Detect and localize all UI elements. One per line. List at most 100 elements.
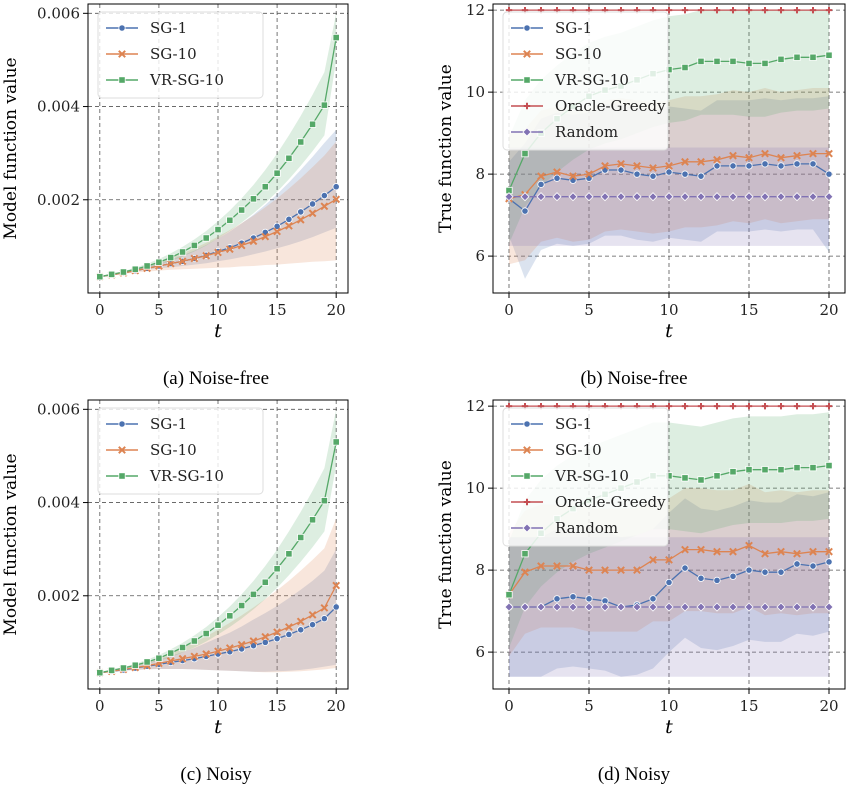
data-point-sg-10 [285,623,293,631]
legend-label-sg-1: SG-1 [555,415,592,433]
x-tick-label: 20 [819,697,838,715]
legend-marker-vr-sg-10 [118,472,126,480]
data-point-sg-10 [745,541,753,550]
data-point-sg-1 [521,207,529,215]
legend-marker-sg-1 [523,420,531,428]
data-point-oracle-greedy [681,6,689,14]
data-point-oracle-greedy [777,402,785,410]
data-point-vr-sg-10 [190,637,198,645]
data-point-sg-1 [553,174,561,182]
x-tick-label: 20 [327,697,346,715]
legend-box [502,407,669,547]
data-point-sg-10 [809,547,817,556]
legend-label-random: Random [555,123,618,141]
data-point-random [712,192,722,202]
data-point-sg-10 [553,562,561,570]
legend-marker-sg-10 [523,446,531,454]
data-point-sg-1 [537,180,545,188]
data-point-random [760,602,770,612]
x-tick-label: 20 [327,301,346,319]
legend-marker-random [522,523,532,533]
data-point-sg-10 [601,162,609,170]
y-tick-label: 6 [475,643,485,661]
data-point-vr-sg-10 [285,550,293,558]
data-point-sg-1 [761,160,769,168]
data-point-random [552,602,562,612]
x-tick-label: 0 [504,301,514,319]
data-point-vr-sg-10 [167,649,175,657]
data-point-sg-1 [697,574,705,582]
data-point-oracle-greedy [745,6,753,14]
data-point-random [696,192,706,202]
data-point-random [648,192,658,202]
legend-label-vr-sg-10: VR-SG-10 [554,467,629,485]
data-point-sg-10 [713,547,721,556]
y-axis-label: True function value [436,460,456,629]
data-point-sg-10 [681,157,689,166]
data-point-sg-10 [190,254,199,263]
x-tick-label: 20 [819,301,838,319]
data-point-sg-10 [761,549,769,558]
data-point-vr-sg-10 [96,273,104,281]
data-point-vr-sg-10 [202,234,210,242]
data-point-sg-10 [729,547,737,556]
x-tick-label: 0 [95,697,105,715]
y-axis-label: Model function value [1,453,21,635]
data-point-vr-sg-10 [108,666,116,674]
data-point-sg-10 [761,149,769,158]
data-point-sg-10 [601,566,609,575]
y-tick-label: 0.002 [37,587,80,605]
chart-panel-c: 0 5 10 15 20 0.002 0.004 0.006 t Model function v… [1,399,349,738]
x-tick-label: 0 [95,301,105,319]
x-tick-label: 5 [154,301,164,319]
y-tick-label: 0.004 [37,98,80,116]
data-point-sg-10 [729,151,737,160]
data-point-sg-10 [745,153,753,162]
data-point-vr-sg-10 [178,643,187,652]
data-point-sg-10 [273,628,281,637]
data-point-vr-sg-10 [178,248,187,256]
data-point-sg-10 [649,555,657,564]
data-point-sg-1 [332,183,340,191]
data-point-oracle-greedy [793,6,801,14]
confidence-band-vr-sg-10 [99,409,337,673]
data-point-vr-sg-10 [332,438,340,446]
data-point-sg-1 [285,215,293,223]
data-point-random [632,602,642,612]
data-point-sg-10 [697,545,705,554]
x-tick-label: 5 [154,697,164,715]
data-point-sg-10 [777,153,785,162]
y-tick-label: 10 [466,83,485,101]
data-point-oracle-greedy [697,402,705,410]
y-tick-label: 8 [475,561,485,579]
data-point-sg-1 [761,568,769,576]
data-point-sg-10 [633,566,641,575]
plot-area [95,13,341,281]
data-point-sg-10 [261,232,270,241]
data-point-sg-1 [308,200,317,208]
data-point-sg-1 [809,562,817,570]
data-point-sg-1 [285,630,293,639]
data-point-random [664,192,674,202]
data-point-vr-sg-10 [108,270,116,278]
data-point-random [728,602,738,612]
data-point-vr-sg-10 [713,57,721,65]
data-point-vr-sg-10 [297,138,305,146]
data-point-vr-sg-10 [214,621,222,629]
data-point-oracle-greedy [697,6,705,14]
data-point-sg-1 [713,576,721,584]
data-point-sg-1 [249,642,258,650]
data-point-sg-10 [166,657,175,665]
data-point-vr-sg-10 [226,612,234,620]
confidence-band-sg-10 [99,518,337,673]
data-point-vr-sg-10 [505,591,513,599]
data-point-oracle-greedy [825,6,833,14]
data-point-sg-10 [261,632,270,641]
data-point-sg-10 [825,149,833,158]
data-point-vr-sg-10 [308,120,317,128]
data-point-sg-10 [537,172,545,181]
data-point-vr-sg-10 [308,516,317,524]
data-point-random [632,192,642,202]
data-point-vr-sg-10 [273,169,281,177]
